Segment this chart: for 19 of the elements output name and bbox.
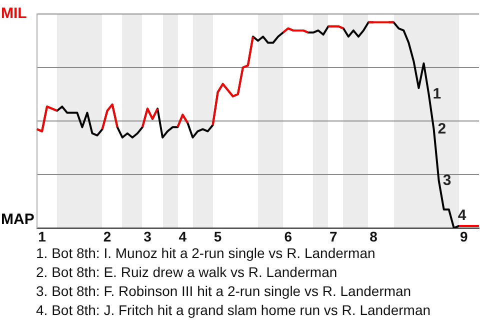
x-tick-label: 8 bbox=[370, 228, 378, 244]
annotation: 1 bbox=[432, 85, 442, 102]
x-tick-label: 2 bbox=[103, 228, 112, 244]
text: MAP bbox=[1, 211, 34, 228]
annotation: 3 bbox=[442, 172, 452, 189]
x-tick-label: 7 bbox=[329, 228, 338, 244]
annotation: 4 bbox=[458, 207, 467, 224]
x-tick-label: 5 bbox=[214, 228, 222, 244]
text: MIL bbox=[1, 5, 27, 22]
x-tick-label: 1 bbox=[38, 228, 46, 244]
text: 3. Bot 8th: F. Robinson III hit a 2-run single vs R. Landerman bbox=[36, 282, 412, 301]
x-tick-label: 3 bbox=[144, 228, 152, 244]
text: 2. Bot 8th: E. Ruiz drew a walk vs R. Landerman bbox=[36, 263, 338, 282]
text: 1. Bot 8th: I. Munoz hit a 2-run single vs R. Landerman bbox=[36, 244, 376, 263]
x-tick-label: 4 bbox=[178, 228, 187, 244]
annotation: 2 bbox=[438, 120, 446, 138]
x-tick-label: 6 bbox=[284, 228, 292, 244]
text: 4. Bot 8th: J. Fritch hit a grand slam home run vs R. Landerman bbox=[36, 301, 431, 320]
x-tick-label: 9 bbox=[460, 228, 468, 244]
